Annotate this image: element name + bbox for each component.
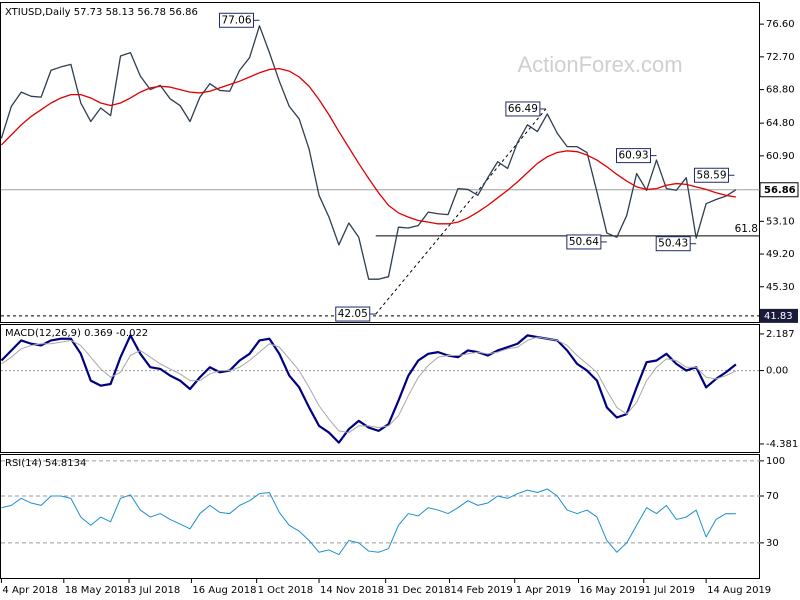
y-tick-label: 45.30 bbox=[766, 282, 795, 293]
x-tick-label: 1 Jul 2019 bbox=[645, 585, 695, 596]
annotation-box bbox=[566, 234, 602, 250]
x-tick-label: 16 May 2019 bbox=[580, 585, 645, 596]
y-tick-label: 64.80 bbox=[766, 118, 795, 129]
annotation-label: 77.06 bbox=[221, 14, 251, 26]
fib-level-label: 61.8 bbox=[735, 223, 758, 235]
x-tick-label: 1 Apr 2019 bbox=[516, 585, 571, 596]
macd-panel-frame bbox=[0, 324, 760, 453]
annotation-label: 42.05 bbox=[338, 308, 368, 320]
y-tick-label: 53.10 bbox=[766, 216, 795, 227]
y-tick-label: 60.90 bbox=[766, 151, 795, 162]
rsi-panel-frame bbox=[0, 454, 760, 579]
y-tick-label: -4.381 bbox=[766, 439, 798, 450]
series-line bbox=[1, 488, 736, 556]
x-tick-label: 4 Apr 2018 bbox=[2, 585, 57, 596]
annotation-label: 60.93 bbox=[618, 150, 648, 162]
annotation-label: 50.43 bbox=[658, 238, 688, 250]
x-tick-label: 31 Dec 2018 bbox=[387, 585, 451, 596]
x-tick-label: 14 Aug 2019 bbox=[707, 585, 771, 596]
y-tick-label: 49.20 bbox=[766, 249, 795, 260]
annotation-box bbox=[615, 148, 651, 164]
y-tick-label: 68.80 bbox=[766, 85, 795, 96]
x-tick-label: 14 Nov 2018 bbox=[320, 585, 384, 596]
series-line bbox=[0, 67, 737, 225]
x-tick-label: 16 Aug 2018 bbox=[192, 585, 256, 596]
x-tick-label: 3 Jul 2018 bbox=[130, 585, 180, 596]
y-tick-label: 72.70 bbox=[766, 52, 795, 63]
y-tick-label: 30 bbox=[766, 538, 779, 549]
y-tick-label: 76.60 bbox=[766, 19, 795, 30]
annotation-box bbox=[655, 236, 691, 252]
series-line bbox=[0, 25, 737, 280]
last-price-label: 56.86 bbox=[764, 185, 796, 196]
x-tick-label: 14 Feb 2019 bbox=[450, 585, 512, 596]
support-box bbox=[760, 308, 798, 323]
annotation-box bbox=[505, 101, 541, 117]
annotation-box bbox=[335, 306, 371, 322]
annotation-label: 58.59 bbox=[696, 169, 726, 181]
panel-title: XTIUSD,Daily 57.73 58.13 56.78 56.86 bbox=[5, 7, 198, 18]
series-line bbox=[1, 336, 737, 434]
y-tick-label: 100 bbox=[766, 456, 785, 467]
annotation-box bbox=[218, 12, 254, 28]
support-label: 41.83 bbox=[764, 311, 793, 322]
panel-title: RSI(14) 54.8134 bbox=[5, 458, 86, 469]
panel-title: MACD(12,26,9) 0.369 -0.022 bbox=[5, 328, 148, 339]
last-price-box bbox=[759, 182, 799, 198]
y-tick-label: 0.00 bbox=[766, 366, 788, 377]
x-tick-label: 1 Oct 2018 bbox=[258, 585, 313, 596]
watermark: ActionForex.com bbox=[517, 52, 682, 77]
series-line bbox=[0, 334, 737, 444]
annotation-label: 50.64 bbox=[569, 236, 599, 248]
y-tick-label: 2.187 bbox=[766, 329, 795, 340]
annotation-box bbox=[693, 167, 729, 183]
annotation-label: 66.49 bbox=[508, 103, 538, 115]
price-panel-frame bbox=[0, 2, 760, 323]
y-tick-label: 70 bbox=[766, 491, 779, 502]
x-tick-label: 18 May 2018 bbox=[65, 585, 130, 596]
